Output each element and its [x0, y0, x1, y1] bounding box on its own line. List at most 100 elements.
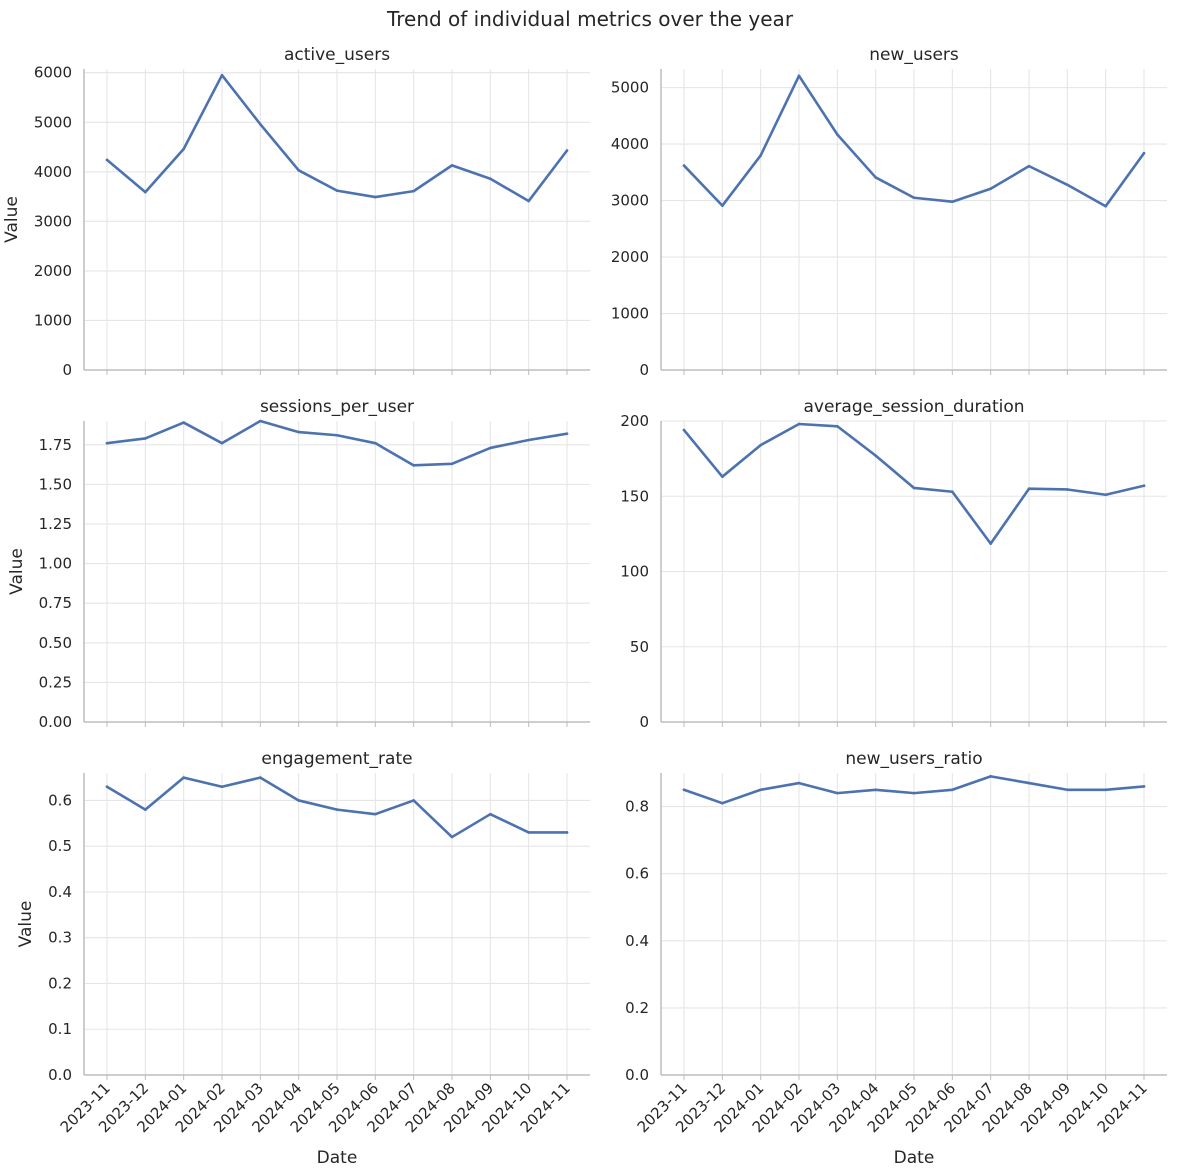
- y-tick-label: 0: [62, 361, 72, 379]
- y-tick-label: 0.5: [48, 837, 72, 855]
- data-point: [412, 799, 415, 802]
- panel-title: average_session_duration: [803, 397, 1024, 417]
- y-tick-label: 0.0: [48, 1066, 72, 1084]
- data-point: [450, 462, 454, 466]
- panel-sessions-per-user: 0.00 0.25 0.50 0.75 1.00 1.25 1.50 1.75 sessions…: [7, 397, 590, 731]
- data-point: [682, 164, 686, 167]
- y-tick-label: 0.4: [48, 883, 72, 901]
- data-point: [1066, 788, 1069, 792]
- y-tick-label: 4000: [34, 163, 72, 181]
- y-tick-label: 200: [620, 412, 649, 430]
- data-point: [259, 122, 262, 126]
- y-tick-label: 0.25: [39, 673, 72, 691]
- data-point: [1142, 151, 1146, 155]
- data-point: [182, 421, 185, 424]
- data-point: [912, 196, 916, 200]
- data-point: [144, 808, 147, 811]
- data-point: [759, 788, 762, 792]
- data-point: [682, 788, 686, 792]
- data-point: [912, 791, 916, 795]
- data-point: [144, 437, 147, 440]
- y-tick-label: 0.00: [39, 713, 72, 731]
- data-point: [682, 428, 686, 432]
- y-tick-label: 50: [630, 638, 649, 656]
- data-point: [1027, 487, 1031, 491]
- data-point: [489, 446, 492, 450]
- y-tick-label: 0.6: [625, 865, 649, 883]
- data-point: [450, 164, 454, 167]
- data-point: [797, 781, 801, 785]
- data-point: [374, 195, 377, 199]
- y-tick-label: 5000: [611, 79, 649, 97]
- y-tick-label: 0.3: [48, 929, 72, 947]
- data-point: [836, 424, 839, 428]
- panel-new-users-ratio: 0.00.20.40.60.8new_users_ratio2023-11202…: [625, 749, 1167, 1168]
- data-point: [144, 190, 147, 194]
- y-tick-label: 5000: [34, 113, 72, 131]
- data-point: [450, 835, 454, 839]
- panel-engagement-rate: 0.0 0.1 0.2 0.3 0.4 0.5 0.6 engagement_rate Valu…: [16, 749, 590, 1168]
- y-tick-label: 0: [639, 713, 649, 731]
- y-tick-label: 6000: [34, 64, 72, 82]
- data-point: [335, 808, 339, 811]
- y-tick-label: 0.6: [48, 791, 72, 809]
- data-point: [951, 200, 954, 204]
- data-point: [374, 441, 377, 445]
- data-point: [489, 812, 492, 816]
- y-tick-label: 0.75: [39, 594, 72, 612]
- data-point: [565, 432, 569, 435]
- data-point: [721, 204, 724, 207]
- y-axis-label: Value: [16, 901, 36, 948]
- y-tick-label: 4000: [611, 135, 649, 153]
- y-tick-label: 150: [620, 487, 649, 505]
- y-tick-label: 3000: [34, 212, 72, 230]
- data-point: [1104, 493, 1107, 497]
- data-point: [297, 430, 300, 434]
- data-point: [335, 189, 339, 192]
- data-point: [836, 791, 839, 795]
- data-point: [220, 441, 224, 445]
- data-point: [182, 776, 185, 779]
- panel-title: new_users_ratio: [845, 749, 982, 769]
- data-point: [759, 443, 762, 447]
- data-point: [1104, 788, 1107, 792]
- y-tick-label: 2000: [611, 248, 649, 266]
- data-point: [105, 785, 109, 789]
- data-point: [721, 475, 724, 478]
- data-point: [565, 149, 569, 152]
- data-point: [874, 454, 877, 457]
- y-tick-label: 1000: [34, 311, 72, 329]
- y-tick-label: 0.4: [625, 932, 649, 950]
- data-point: [105, 441, 109, 445]
- data-point: [1142, 785, 1146, 788]
- data-point: [527, 831, 530, 834]
- data-point: [259, 776, 262, 779]
- data-point: [412, 189, 415, 193]
- data-point: [836, 133, 839, 136]
- panel-average-session-duration: 0 50 100 150 200 average_session_duration: [620, 397, 1167, 731]
- data-point: [297, 169, 300, 172]
- data-point: [412, 464, 415, 467]
- data-point: [721, 801, 724, 805]
- panel-title: new_users: [869, 45, 959, 65]
- data-point: [1027, 781, 1031, 785]
- y-tick-label: 1.50: [39, 475, 72, 493]
- data-point: [797, 74, 801, 78]
- data-point: [989, 542, 992, 545]
- data-point: [951, 490, 954, 494]
- y-tick-label: 100: [620, 563, 649, 581]
- y-axis-label: Value: [2, 196, 22, 243]
- y-tick-label: 3000: [611, 192, 649, 210]
- data-point: [797, 422, 801, 426]
- data-point: [565, 831, 569, 834]
- x-axis-label: Date: [894, 1148, 935, 1168]
- y-tick-label: 1.00: [39, 555, 72, 573]
- y-tick-label: 0.8: [625, 798, 649, 816]
- data-point: [105, 158, 109, 162]
- data-point: [1066, 488, 1069, 491]
- panel-title: engagement_rate: [261, 749, 412, 769]
- data-point: [527, 438, 530, 442]
- chart-panels: 0100020003000400050006000active_usersVal…: [2, 45, 1167, 1168]
- y-tick-label: 0.0: [625, 1066, 649, 1084]
